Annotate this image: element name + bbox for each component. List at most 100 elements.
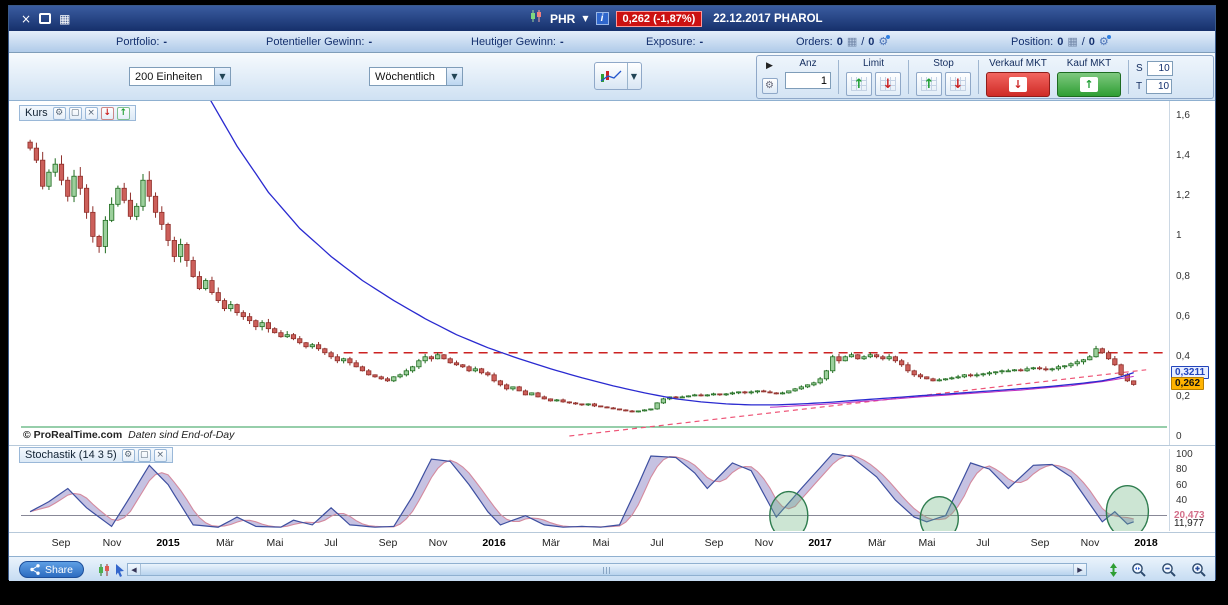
separator (978, 60, 979, 94)
share-icon (30, 564, 40, 575)
window-icon[interactable]: ▢ (138, 449, 151, 462)
sell-market-group: Verkauf MKT ↓ (986, 57, 1050, 97)
settings-wrench-icon[interactable]: ⚙ (122, 449, 135, 462)
buy-stop-button[interactable]: ↑ (916, 72, 942, 96)
window-title: 22.12.2017 PHAROL (713, 13, 822, 25)
position-settings-gear-icon[interactable]: ⚙ (1099, 36, 1109, 47)
stochastic-panel-title: Stochastik (14 3 5) (25, 449, 117, 461)
time-axis-label: Nov (755, 537, 774, 549)
info-icon[interactable]: i (596, 12, 609, 25)
timeframe-select[interactable]: Wöchentlich ▼ (369, 67, 463, 86)
chevron-down-icon[interactable]: ▼ (582, 14, 588, 23)
stat-value: - (163, 36, 167, 48)
buy-limit-button[interactable]: ↑ (846, 72, 872, 96)
take-profit-input[interactable] (1146, 79, 1172, 94)
zoom-in-icon[interactable] (1191, 562, 1207, 578)
price-axis-label: 0,2 (1176, 391, 1190, 402)
scroll-left-icon[interactable]: ◀ (128, 564, 141, 575)
stop-target-group: S T (1136, 57, 1173, 97)
share-label: Share (45, 564, 73, 576)
stochastic-axis: 10080604020,47311,977 (1169, 449, 1216, 531)
window-icon[interactable]: ▢ (69, 107, 82, 120)
collapse-panel-icon[interactable]: ▶ (766, 61, 773, 71)
quantity-group: Anz (785, 57, 831, 97)
sell-limit-button[interactable]: ↓ (875, 72, 901, 96)
arrow-down-icon: ↓ (953, 78, 964, 91)
time-axis-label: 2017 (808, 537, 831, 549)
sell-market-button[interactable]: ↓ (986, 72, 1050, 97)
sell-market-label: Verkauf MKT (989, 58, 1047, 70)
orders-list-icon[interactable]: ▦ (847, 36, 857, 47)
share-button[interactable]: Share (19, 561, 84, 578)
orders-count-2: 0 (868, 36, 874, 48)
time-axis-label: 2015 (156, 537, 179, 549)
price-axis: 1,61,41,210,80,60,40,200,32110,262 (1169, 101, 1216, 445)
price-axis-label: 0,6 (1176, 311, 1190, 322)
cursor-pointer-icon[interactable] (111, 562, 127, 578)
price-axis-label: 0,4 (1176, 351, 1190, 362)
copyright-brand: © ProRealTime.com (23, 429, 122, 441)
time-axis-label: Sep (1031, 537, 1050, 549)
separator (838, 60, 839, 94)
stoch-axis-label: 60 (1176, 480, 1187, 491)
limit-group: Limit ↑ ↓ (846, 57, 901, 97)
sell-shortcut-icon[interactable]: ↓ (101, 107, 114, 120)
close-icon[interactable]: × (85, 107, 98, 120)
symbol-label[interactable]: PHR (550, 12, 575, 26)
price-chart[interactable] (19, 101, 1169, 443)
price-axis-label: 1,4 (1176, 150, 1190, 161)
candlestick-mode-icon[interactable] (95, 562, 111, 578)
quantity-input[interactable] (785, 72, 831, 89)
stochastic-chart[interactable] (19, 449, 1169, 531)
stoch-k-value-label: 11,977 (1174, 518, 1204, 529)
chevron-down-icon: ▼ (214, 68, 230, 85)
time-axis-label: 2016 (482, 537, 505, 549)
zoom-fit-icon[interactable] (1131, 562, 1147, 578)
chart-type-button[interactable]: ▼ (594, 62, 642, 90)
time-axis-label: Sep (52, 537, 71, 549)
horizontal-scrollbar[interactable]: ◀ ▶ (127, 563, 1087, 576)
buy-shortcut-icon[interactable]: ↑ (117, 107, 130, 120)
stochastic-panel-tab: Stochastik (14 3 5) ⚙ ▢ × (19, 447, 173, 463)
time-axis-label: Mai (593, 537, 610, 549)
trade-settings-wrench-icon[interactable]: ⚙ (762, 78, 778, 94)
scrollbar-thumb[interactable] (141, 564, 1073, 575)
orders-settings-gear-icon[interactable]: ⚙ (878, 36, 888, 47)
stat-exposure: Exposure: - (646, 31, 703, 52)
quantity-label: Anz (799, 58, 816, 70)
copyright-text: Daten sind End-of-Day (128, 429, 234, 441)
settings-wrench-icon[interactable]: ⚙ (53, 107, 66, 120)
restore-window-icon[interactable] (39, 13, 51, 24)
buy-market-label: Kauf MKT (1067, 58, 1111, 70)
price-axis-label: 0,8 (1176, 271, 1190, 282)
price-axis-label: 1,6 (1176, 110, 1190, 121)
scroll-right-icon[interactable]: ▶ (1073, 564, 1086, 575)
limit-label: Limit (863, 58, 884, 70)
stat-position: Position: 0 ▦ / 0 ⚙ (1011, 31, 1109, 52)
position-list-icon[interactable]: ▦ (1067, 36, 1077, 47)
time-axis-label: Nov (103, 537, 122, 549)
auto-scale-icon[interactable] (1105, 562, 1121, 578)
chevron-down-icon: ▼ (627, 63, 640, 89)
zoom-out-icon[interactable] (1161, 562, 1177, 578)
stat-label: Exposure: (646, 36, 696, 48)
layout-grid-icon[interactable]: ▦ (59, 12, 70, 26)
signal-circle[interactable] (1106, 486, 1148, 531)
signal-circle[interactable] (770, 492, 808, 531)
time-axis-label: 2018 (1134, 537, 1157, 549)
separator (1128, 60, 1129, 94)
titlebar-instrument-group: PHR ▼ i 0,262 (-1,87%) 22.12.2017 PHAROL (529, 6, 823, 31)
price-panel-tab: Kurs ⚙ ▢ × ↓ ↑ (19, 105, 136, 121)
stop-loss-input[interactable] (1147, 61, 1173, 76)
buy-market-button[interactable]: ↑ (1057, 72, 1121, 97)
sell-stop-button[interactable]: ↓ (945, 72, 971, 96)
chart-type-icon (595, 68, 627, 84)
close-window-icon[interactable]: × (21, 12, 31, 26)
stoch-axis-label: 40 (1176, 495, 1187, 506)
units-select[interactable]: 200 Einheiten ▼ (129, 67, 231, 86)
stoch-area (30, 454, 1134, 528)
arrow-up-icon: ↑ (854, 78, 865, 91)
bottombar: Share ◀ ▶ (9, 556, 1215, 581)
close-icon[interactable]: × (154, 449, 167, 462)
stop-label: Stop (933, 58, 954, 70)
